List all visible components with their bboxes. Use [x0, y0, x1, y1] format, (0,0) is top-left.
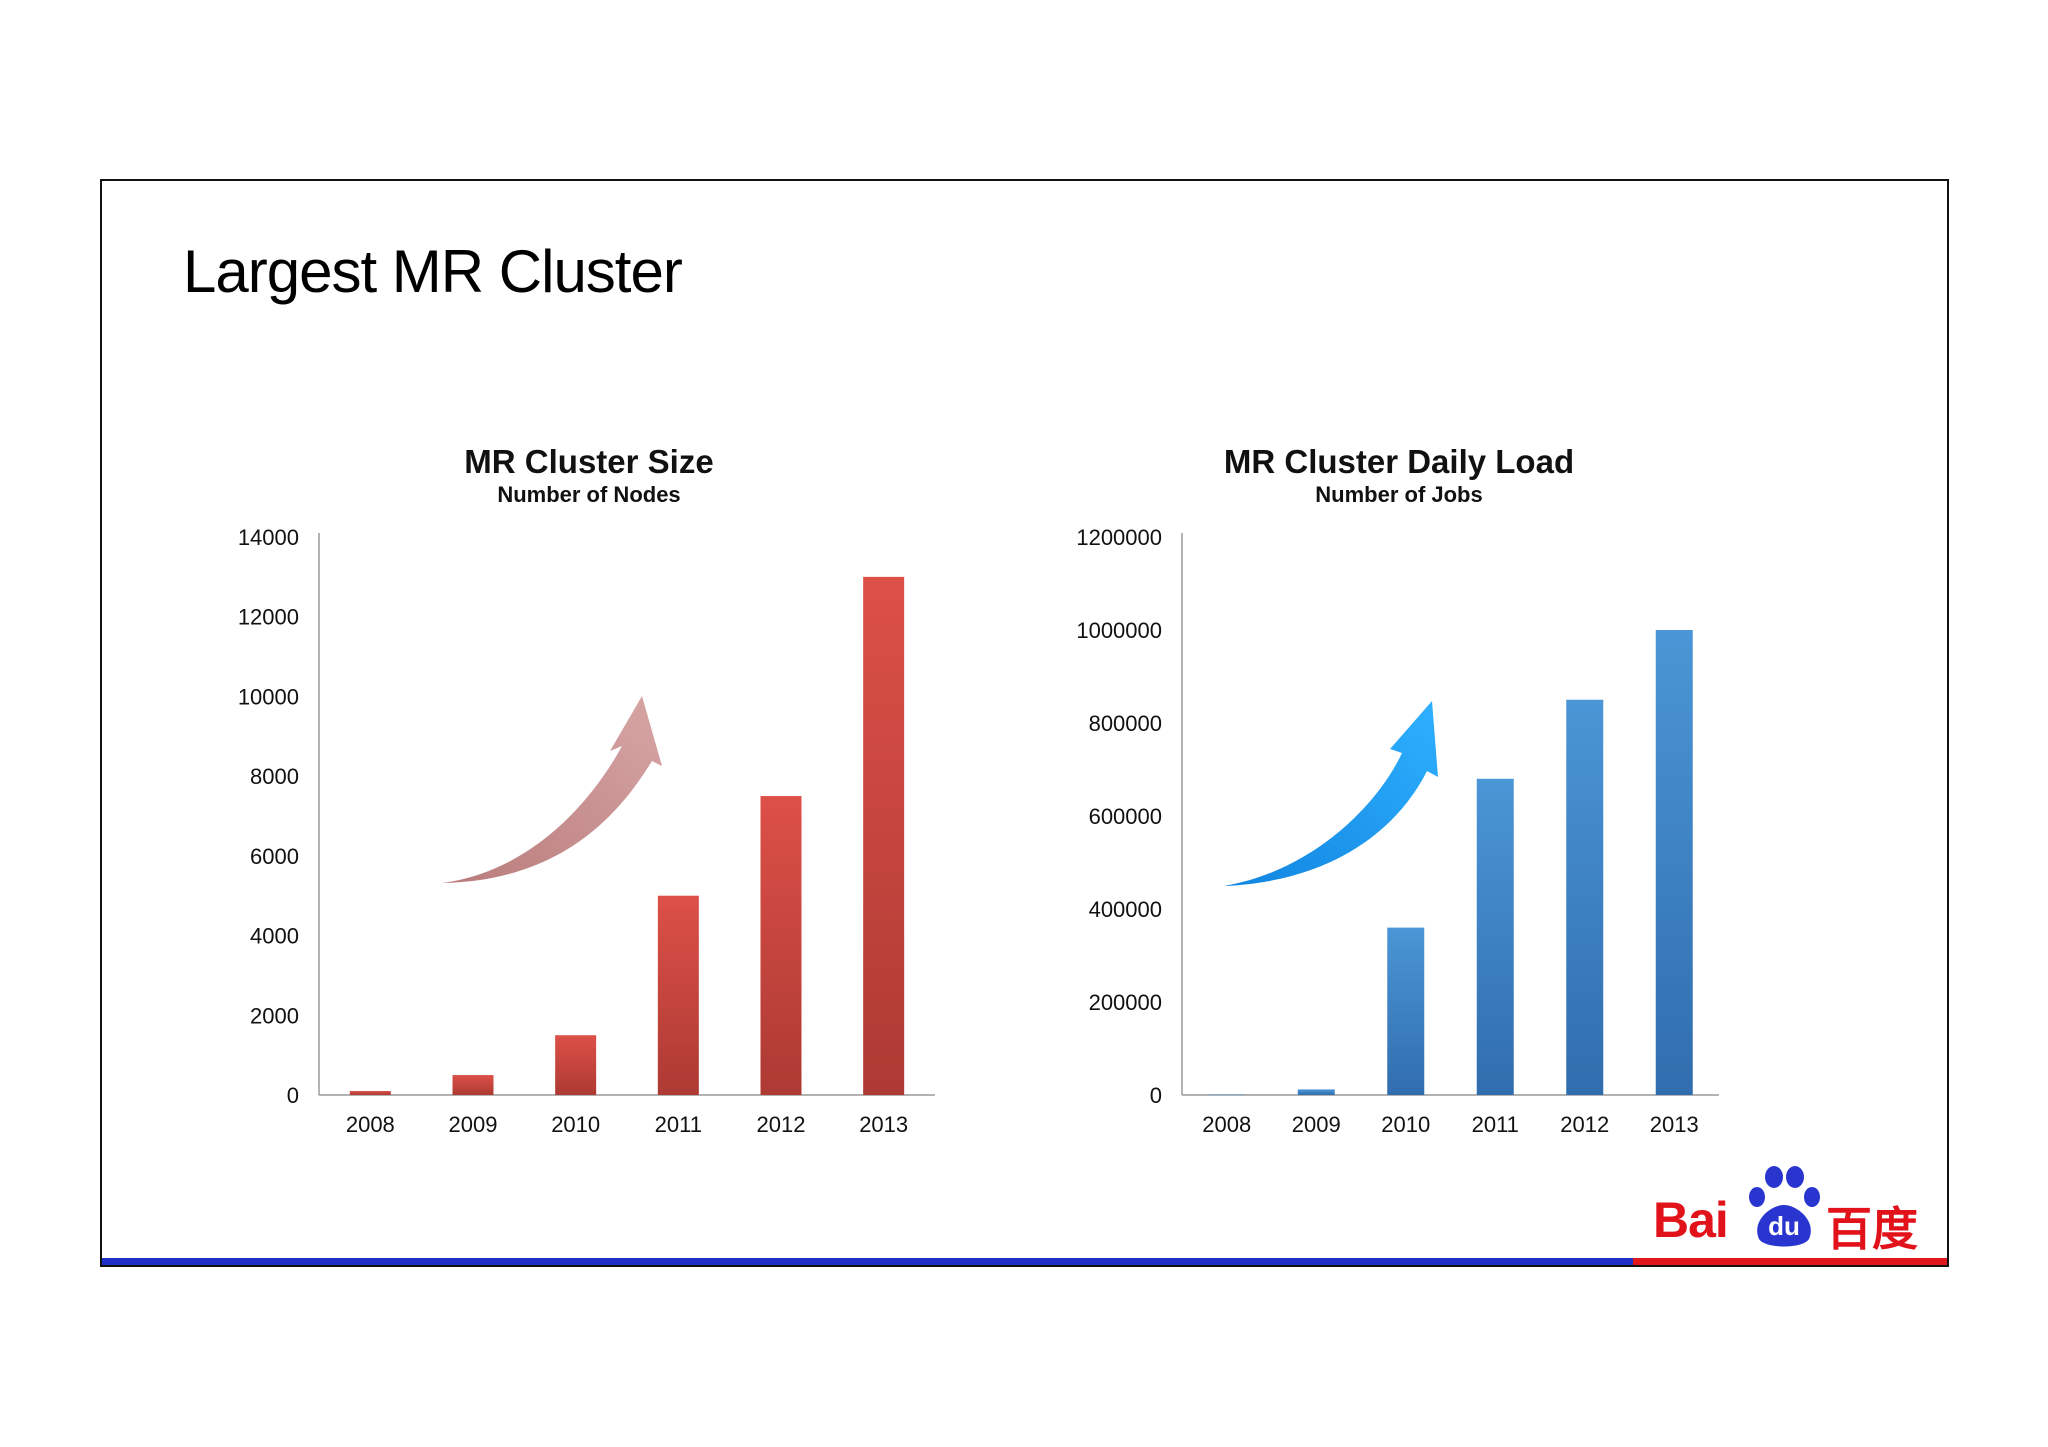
chart-title: MR Cluster Daily Load: [1224, 443, 1574, 480]
y-tick-label: 8000: [250, 764, 299, 789]
chart-title: MR Cluster Size: [464, 443, 713, 480]
bar-2011: [1476, 778, 1514, 1095]
charts-canvas: MR Cluster Size Number of Nodes 0 2000 400…: [238, 443, 1719, 1137]
chart-subtitle: Number of Nodes: [497, 482, 680, 507]
y-tick-label: 400000: [1089, 897, 1162, 922]
y-tick-label: 0: [1150, 1083, 1162, 1108]
slide-frame: Largest MR Cluster MR Cluster Size: [100, 179, 1949, 1267]
y-tick-label: 14000: [238, 525, 299, 550]
y-tick-label: 10000: [238, 684, 299, 709]
x-tick-label: 2012: [757, 1112, 806, 1137]
footer-bar-red: [1633, 1258, 1947, 1265]
slide-title: Largest MR Cluster: [183, 238, 683, 305]
x-tick-label: 2011: [1472, 1112, 1519, 1137]
y-tick-label: 200000: [1089, 990, 1162, 1015]
bar-2009: [452, 1075, 494, 1095]
x-tick-label: 2012: [1560, 1112, 1609, 1137]
y-tick-label: 4000: [250, 924, 299, 949]
baidu-logo: Bai du 百度: [1653, 1161, 1923, 1256]
chart-subtitle: Number of Jobs: [1315, 482, 1482, 507]
bar-2012: [1566, 699, 1604, 1095]
x-tick-label: 2011: [655, 1112, 702, 1137]
bar-2010: [1387, 927, 1425, 1095]
bar-2008: [349, 1091, 391, 1095]
x-tick-label: 2008: [1202, 1112, 1251, 1137]
bar-2009: [1297, 1089, 1335, 1095]
growth-arrow: [1224, 701, 1438, 886]
y-tick-label: 6000: [250, 844, 299, 869]
y-tick-label: 800000: [1089, 711, 1162, 736]
y-tick-label: 0: [287, 1083, 299, 1108]
bar-2010: [555, 1035, 597, 1095]
x-tick-label: 2010: [1381, 1112, 1430, 1137]
y-tick-label: 1000000: [1076, 618, 1162, 643]
chart-daily-load: MR Cluster Daily Load Number of Jobs 0 20…: [1076, 443, 1719, 1137]
chart-cluster-size: MR Cluster Size Number of Nodes 0 2000 400…: [238, 443, 935, 1137]
y-tick-label: 2000: [250, 1003, 299, 1028]
x-tick-label: 2013: [1650, 1112, 1699, 1137]
x-tick-label: 2008: [346, 1112, 395, 1137]
x-tick-label: 2009: [1292, 1112, 1341, 1137]
bar-2013: [863, 576, 905, 1095]
bar-2012: [760, 796, 802, 1095]
growth-arrow: [442, 696, 662, 883]
paw-icon: du: [1749, 1166, 1820, 1247]
x-tick-label: 2009: [449, 1112, 498, 1137]
svg-text:du: du: [1768, 1211, 1800, 1241]
bar-2011: [657, 895, 699, 1095]
footer-bar-blue: [102, 1258, 1633, 1265]
x-tick-label: 2013: [859, 1112, 908, 1137]
x-tick-label: 2010: [551, 1112, 600, 1137]
bar-2013: [1655, 630, 1693, 1095]
y-tick-label: 12000: [238, 605, 299, 630]
y-tick-label: 1200000: [1076, 525, 1162, 550]
y-tick-label: 600000: [1089, 804, 1162, 829]
